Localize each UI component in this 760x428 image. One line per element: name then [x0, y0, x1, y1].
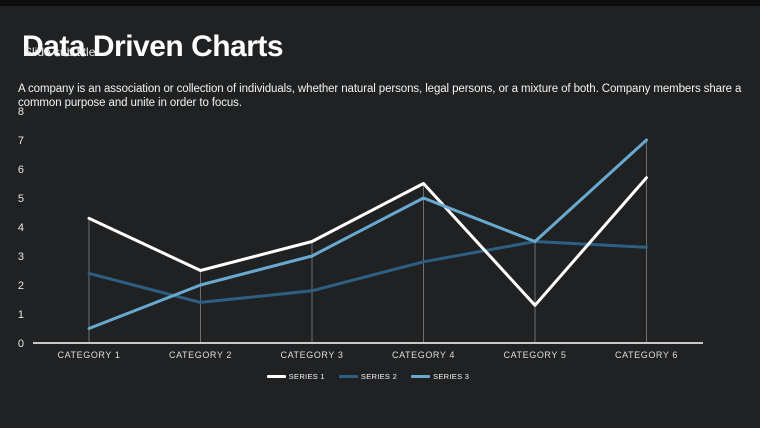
y-axis-tick-label: 7 [18, 135, 24, 147]
y-axis-tick-label: 0 [18, 338, 24, 350]
y-axis-tick-label: 5 [18, 193, 24, 205]
y-axis-tick-label: 3 [18, 251, 24, 263]
slide-top-edge [0, 0, 760, 6]
series-3-line [87, 138, 648, 330]
series-1-line [87, 176, 648, 307]
y-axis-tick-label: 4 [18, 222, 24, 234]
x-axis-category-label: CATEGORY 3 [280, 350, 343, 360]
legend-label: SERIES 2 [360, 372, 398, 381]
slide-title: Data Driven Charts [22, 30, 284, 64]
legend-item-series-1: SERIES 1 [266, 372, 325, 381]
legend-item-series-3: SERIES 3 [411, 372, 469, 381]
y-axis-tick-label: 1 [18, 309, 24, 321]
legend-label: SERIES 3 [433, 372, 470, 381]
x-axis-category-label: CATEGORY 4 [392, 350, 455, 360]
y-axis-tick-label: 8 [18, 106, 24, 118]
legend-item-series-2: SERIES 2 [338, 372, 398, 381]
y-axis-tick-label: 6 [18, 164, 24, 176]
x-axis-category-label: CATEGORY 1 [57, 350, 120, 360]
legend-swatch-icon [338, 375, 358, 378]
slide-subtitle: Slide sub title [24, 45, 96, 59]
legend-label: SERIES 1 [288, 372, 325, 381]
body-paragraph: A company is an association or collectio… [18, 82, 742, 109]
legend-swatch-icon [411, 375, 431, 378]
y-axis-tick-label: 2 [18, 280, 24, 292]
x-axis-category-label: CATEGORY 6 [615, 350, 678, 360]
series-2-line [87, 240, 648, 304]
x-axis-category-label: CATEGORY 2 [169, 350, 232, 360]
legend-swatch-icon [266, 375, 286, 378]
x-axis-category-label: CATEGORY 5 [503, 350, 566, 360]
chart-legend: SERIES 1 SERIES 2 SERIES 3 [0, 372, 736, 381]
